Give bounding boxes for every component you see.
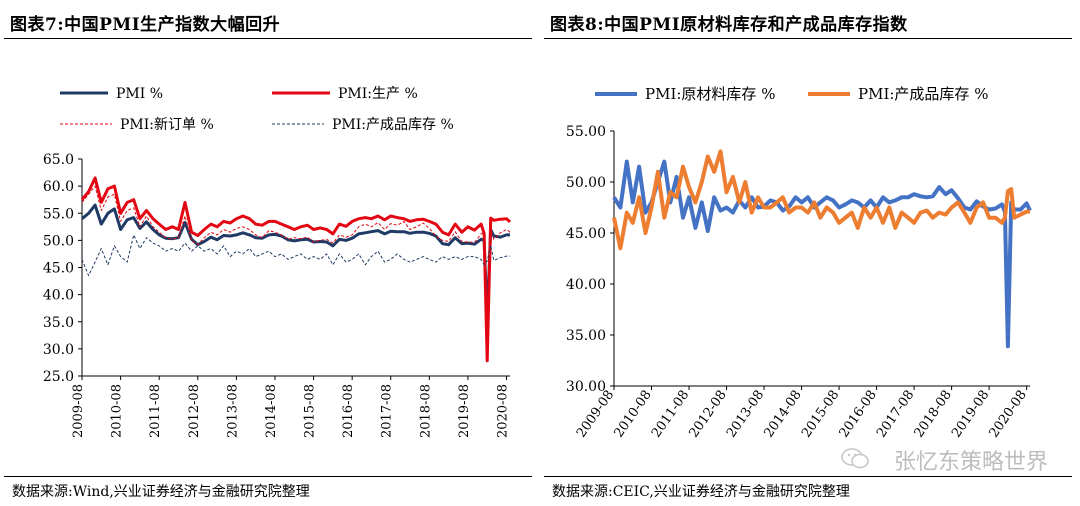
legend-entry: PMI:原材料库存 % bbox=[595, 85, 775, 103]
x-tick-label: 2020-08 bbox=[496, 384, 511, 438]
right-panel: 图表8:中国PMI原材料库存和产成品库存指数 PMI:原材料库存 % PMI:产成… bbox=[540, 0, 1080, 506]
x-tick-label: 2019-08 bbox=[457, 384, 472, 438]
legend-label: PMI:新订单 % bbox=[120, 117, 214, 133]
source-rule bbox=[544, 476, 1072, 477]
y-tick-label: 45.0 bbox=[43, 261, 74, 277]
y-tick-label: 30.00 bbox=[566, 379, 606, 395]
source-rule bbox=[4, 476, 532, 477]
legend-label: PMI:生产 % bbox=[338, 86, 418, 102]
y-tick-label: 55.00 bbox=[566, 124, 606, 140]
chart-title: 图表7:中国PMI生产指数大幅回升 bbox=[10, 15, 281, 35]
legend-label: PMI:产成品库存 % bbox=[858, 85, 988, 103]
watermark: 张忆东策略世界 bbox=[893, 450, 1048, 475]
title-rule bbox=[4, 38, 532, 39]
source-note: 数据来源:Wind,兴业证券经济与金融研究院整理 bbox=[12, 484, 310, 500]
title-rule bbox=[544, 38, 1072, 39]
y-tick-label: 65.0 bbox=[43, 152, 74, 168]
x-tick-label: 2013-08 bbox=[225, 384, 240, 438]
legend-label: PMI:产成品库存 % bbox=[332, 117, 454, 133]
legend-label: PMI:原材料库存 % bbox=[645, 85, 775, 103]
y-tick-label: 50.0 bbox=[43, 233, 74, 249]
series-line bbox=[81, 234, 510, 277]
y-tick-label: 40.00 bbox=[566, 277, 606, 293]
y-tick-label: 35.0 bbox=[43, 315, 74, 331]
legend-entry: PMI % bbox=[60, 86, 163, 102]
series-line bbox=[612, 159, 1032, 349]
left-panel: 图表7:中国PMI生产指数大幅回升 PMI % PMI:生产 % PMI:新订单 %… bbox=[0, 0, 532, 506]
x-tick-label: 2018-08 bbox=[418, 384, 433, 438]
legend-entry: PMI:产成品库存 % bbox=[808, 85, 988, 103]
legend-label: PMI % bbox=[116, 86, 163, 102]
x-tick-label: 2011-08 bbox=[148, 384, 163, 438]
x-tick-label: 2010-08 bbox=[110, 384, 125, 438]
wechat-icon bbox=[841, 448, 869, 469]
series-line bbox=[81, 203, 510, 320]
series-line bbox=[81, 185, 511, 354]
y-tick-label: 55.0 bbox=[43, 206, 74, 222]
pmi-production-chart: PMI % PMI:生产 % PMI:新订单 % PMI:产成品库存 % 65.0 60.… bbox=[43, 86, 512, 438]
y-tick-label: 40.0 bbox=[43, 288, 74, 304]
x-tick-label: 2012-08 bbox=[187, 384, 202, 438]
chart-title: 图表8:中国PMI原材料库存和产成品库存指数 bbox=[550, 15, 908, 35]
y-tick-label: 25.0 bbox=[43, 369, 74, 385]
legend-entry: PMI:产成品库存 % bbox=[272, 117, 454, 133]
x-tick-label: 2009-08 bbox=[71, 384, 86, 438]
y-tick-label: 60.0 bbox=[43, 179, 74, 195]
y-tick-label: 45.00 bbox=[566, 226, 606, 242]
x-tick-label: 2015-08 bbox=[303, 384, 318, 438]
y-tick-label: 30.0 bbox=[43, 342, 74, 358]
series-line bbox=[80, 176, 512, 363]
x-tick-label: 2014-08 bbox=[264, 384, 279, 438]
y-tick-label: 50.00 bbox=[566, 175, 606, 191]
series-line bbox=[612, 149, 1030, 251]
y-tick-label: 35.00 bbox=[566, 328, 606, 344]
source-note: 数据来源:CEIC,兴业证券经济与金融研究院整理 bbox=[552, 484, 850, 500]
x-tick-label: 2020-08 bbox=[987, 388, 1030, 441]
x-tick-label: 2016-08 bbox=[341, 384, 356, 438]
pmi-inventory-chart: PMI:原材料库存 % PMI:产成品库存 % 55.00 50.00 45.00 40.… bbox=[566, 85, 1032, 441]
x-tick-label: 2017-08 bbox=[380, 384, 395, 438]
legend-entry: PMI:新订单 % bbox=[60, 117, 214, 133]
legend-entry: PMI:生产 % bbox=[272, 86, 418, 102]
